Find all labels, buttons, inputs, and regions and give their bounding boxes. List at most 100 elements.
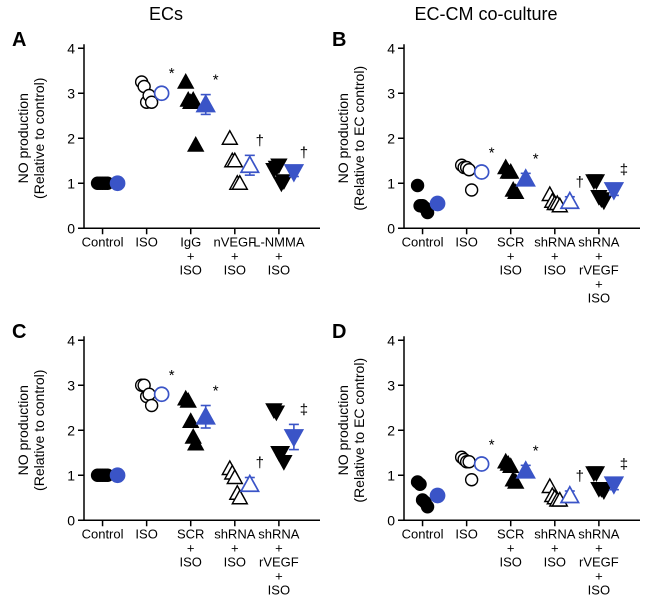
svg-text:shRNA: shRNA	[534, 526, 576, 541]
svg-text:1: 1	[67, 175, 75, 191]
svg-text:nVEGF: nVEGF	[213, 234, 256, 249]
svg-text:+: +	[551, 248, 559, 263]
svg-text:NO production: NO production	[15, 93, 31, 183]
svg-text:ISO: ISO	[500, 262, 522, 277]
svg-text:†: †	[256, 132, 264, 149]
svg-text:SCR: SCR	[177, 526, 204, 541]
svg-text:Control: Control	[82, 526, 124, 541]
svg-text:†: †	[256, 454, 264, 471]
svg-text:+: +	[231, 540, 239, 555]
svg-text:3: 3	[387, 85, 395, 101]
panel-D: D 01234NO production(Relative to EC cont…	[326, 319, 646, 611]
svg-text:3: 3	[67, 377, 75, 393]
svg-text:rVEGF: rVEGF	[579, 554, 619, 569]
svg-text:SCR: SCR	[497, 526, 524, 541]
col-title-left: ECs	[6, 4, 326, 27]
svg-text:2: 2	[67, 422, 75, 438]
svg-text:ISO: ISO	[224, 262, 246, 277]
svg-text:ISO: ISO	[588, 290, 610, 305]
svg-text:*: *	[213, 382, 219, 399]
svg-text:3: 3	[67, 85, 75, 101]
svg-text:4: 4	[387, 40, 395, 56]
panel-label-D: D	[332, 321, 346, 344]
svg-text:ISO: ISO	[455, 526, 477, 541]
svg-text:0: 0	[67, 220, 75, 236]
col-title-right: EC-CM co-culture	[326, 4, 646, 27]
svg-text:+: +	[595, 248, 603, 263]
panel-C: C 01234NO production(Relative to control…	[6, 319, 326, 611]
svg-text:0: 0	[67, 512, 75, 528]
svg-text:rVEGF: rVEGF	[259, 554, 299, 569]
svg-text:*: *	[169, 366, 175, 383]
svg-text:ISO: ISO	[135, 234, 157, 249]
panel-label-A: A	[12, 29, 26, 52]
svg-text:1: 1	[387, 467, 395, 483]
svg-text:+: +	[275, 540, 283, 555]
svg-text:*: *	[489, 145, 495, 162]
svg-text:L-NMMA: L-NMMA	[253, 234, 305, 249]
svg-text:+: +	[275, 248, 283, 263]
svg-text:‡: ‡	[620, 455, 628, 472]
svg-text:2: 2	[387, 130, 395, 146]
svg-text:+: +	[275, 568, 283, 583]
svg-text:(Relative to control): (Relative to control)	[31, 78, 47, 199]
svg-text:NO production: NO production	[335, 93, 351, 183]
svg-text:shRNA: shRNA	[214, 526, 256, 541]
svg-text:rVEGF: rVEGF	[579, 262, 619, 277]
svg-text:ISO: ISO	[455, 234, 477, 249]
svg-text:+: +	[231, 248, 239, 263]
svg-text:shRNA: shRNA	[578, 526, 620, 541]
svg-text:+: +	[595, 540, 603, 555]
chart-C: 0 1 2 3 4 NO production(Relative to control) C…	[6, 319, 326, 611]
svg-text:shRNA: shRNA	[534, 234, 576, 249]
svg-text:+: +	[595, 568, 603, 583]
svg-text:†: †	[300, 145, 308, 162]
svg-text:*: *	[213, 72, 219, 89]
svg-text:IgG: IgG	[180, 234, 201, 249]
svg-text:*: *	[489, 436, 495, 453]
chart-B: 01234NO production(Relative to EC contro…	[326, 27, 646, 319]
svg-text:4: 4	[67, 332, 75, 348]
svg-text:+: +	[507, 540, 515, 555]
svg-text:SCR: SCR	[497, 234, 524, 249]
svg-text:ISO: ISO	[588, 582, 610, 597]
svg-text:+: +	[187, 248, 195, 263]
svg-text:ISO: ISO	[268, 582, 290, 597]
svg-text:0: 0	[387, 220, 395, 236]
panel-B: B 01234NO production(Relative to EC cont…	[326, 27, 646, 319]
svg-text:*: *	[533, 442, 539, 459]
svg-text:Control: Control	[82, 234, 124, 249]
panel-A: A 0 1 2 3 4 NO production(Relative to control…	[6, 27, 326, 319]
svg-text:4: 4	[387, 332, 395, 348]
svg-text:‡: ‡	[620, 162, 628, 179]
svg-text:ISO: ISO	[268, 262, 290, 277]
svg-text:ISO: ISO	[544, 262, 566, 277]
svg-text:*: *	[533, 150, 539, 167]
chart-D: 01234NO production(Relative to EC contro…	[326, 319, 646, 611]
svg-text:(Relative to control): (Relative to control)	[31, 369, 47, 490]
svg-text:†: †	[576, 468, 584, 485]
svg-text:0: 0	[387, 512, 395, 528]
svg-text:‡: ‡	[300, 401, 308, 418]
svg-text:3: 3	[387, 377, 395, 393]
svg-text:ISO: ISO	[500, 554, 522, 569]
svg-text:Control: Control	[402, 234, 444, 249]
svg-text:1: 1	[67, 467, 75, 483]
svg-text:1: 1	[387, 175, 395, 191]
svg-text:(Relative to EC control): (Relative to EC control)	[351, 357, 367, 502]
svg-text:ISO: ISO	[180, 262, 202, 277]
svg-text:2: 2	[387, 422, 395, 438]
svg-text:+: +	[551, 540, 559, 555]
svg-text:ISO: ISO	[180, 554, 202, 569]
svg-text:4: 4	[67, 40, 75, 56]
panel-label-B: B	[332, 29, 346, 52]
svg-text:2: 2	[67, 130, 75, 146]
svg-text:+: +	[595, 276, 603, 291]
svg-text:ISO: ISO	[135, 526, 157, 541]
svg-text:Control: Control	[402, 526, 444, 541]
svg-text:NO production: NO production	[15, 385, 31, 475]
svg-text:shRNA: shRNA	[258, 526, 300, 541]
svg-text:+: +	[507, 248, 515, 263]
svg-text:†: †	[576, 174, 584, 191]
svg-text:ISO: ISO	[544, 554, 566, 569]
